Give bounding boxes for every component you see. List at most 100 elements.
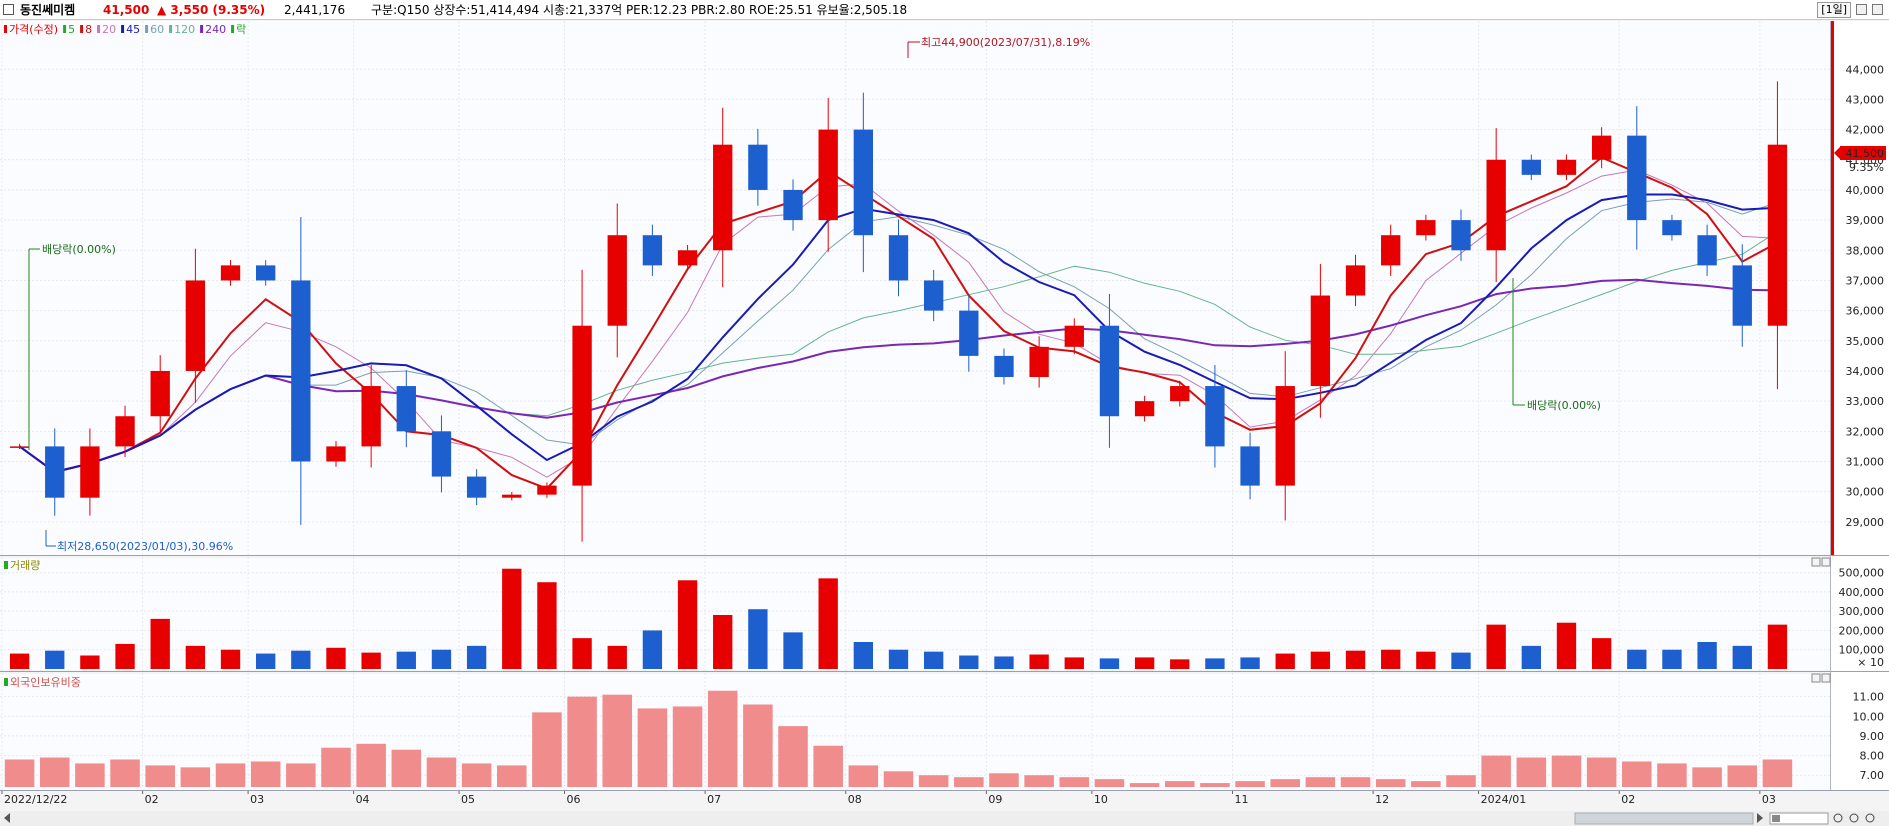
foreign-panel-close-icon[interactable] <box>1821 673 1831 683</box>
header-bar: 동진쎄미켐 41,500 ▲ 3,550 (9.35%) 2,441,176 구… <box>0 0 1889 20</box>
candle-body <box>1591 135 1612 160</box>
legend-label: 20 <box>102 23 116 36</box>
volume-bars <box>9 568 1788 669</box>
volume-bar <box>220 649 241 669</box>
foreign-ratio-bar <box>848 765 879 787</box>
price-panel-bg <box>0 21 1830 555</box>
x-tick-label: 05 <box>461 793 475 806</box>
candle-body <box>1451 220 1471 251</box>
legend-marker <box>169 25 173 33</box>
candle-body <box>1134 401 1155 417</box>
price-y-tick: 35,000 <box>1846 335 1885 348</box>
period-selector[interactable]: [1일] <box>1817 2 1851 18</box>
volume-bar <box>361 652 381 669</box>
minimize-icon[interactable] <box>1856 4 1867 15</box>
candle-body <box>1170 386 1190 402</box>
foreign-ratio-bar <box>567 696 597 787</box>
volume-bar <box>677 580 698 669</box>
foreign-panel-minimize-icon[interactable] <box>1811 673 1821 683</box>
foreign-ratio-bar <box>1411 781 1441 787</box>
volume-panel-minimize-icon[interactable] <box>1811 557 1821 567</box>
ma8-line <box>19 156 1778 490</box>
x-tick-label: 10 <box>1094 793 1108 806</box>
candle-body <box>1416 220 1436 236</box>
x-tick-label: 03 <box>250 793 264 806</box>
select-checkbox[interactable] <box>3 4 14 15</box>
volume-y-tick: 400,000 <box>1839 586 1885 599</box>
scroll-right-icon[interactable] <box>1757 813 1763 823</box>
volume-bar <box>1416 651 1436 669</box>
volume-bar <box>1345 650 1366 669</box>
candle-body <box>185 280 206 371</box>
candle-body <box>1767 144 1788 326</box>
volume-bar <box>1240 657 1260 669</box>
volume-bar <box>466 645 487 669</box>
zoom-slider-handle[interactable] <box>1772 815 1780 822</box>
volume-panel-title: 거래량 <box>10 559 40 572</box>
volume-bar <box>1170 659 1190 669</box>
volume-bar <box>9 653 30 669</box>
candle-body <box>677 250 698 266</box>
x-tick-label: 03 <box>1762 793 1776 806</box>
scrollbar-thumb[interactable] <box>1574 812 1754 825</box>
zoom-buttons[interactable] <box>1833 813 1875 823</box>
legend-marker <box>80 25 84 33</box>
volume-value: 2,441,176 <box>284 3 346 17</box>
foreign-title-marker <box>4 678 8 686</box>
volume-bar <box>1697 642 1717 669</box>
foreign-ratio-bar <box>1762 759 1793 787</box>
foreign-ratio-bar <box>1657 763 1687 787</box>
foreign-ratio-bar <box>1551 755 1582 787</box>
legend-label: 가격(수정) <box>9 23 58 36</box>
legend-marker <box>231 25 235 33</box>
foreign-ratio-bar <box>1727 765 1758 787</box>
legend-label: 8 <box>85 23 92 36</box>
x-tick-label: 04 <box>356 793 370 806</box>
foreign-ratio-bar <box>918 775 949 787</box>
foreign-ratio-bar <box>1586 757 1617 787</box>
ma45-line <box>19 193 1778 474</box>
volume-bar <box>1099 658 1120 669</box>
volume-bar <box>45 650 65 669</box>
scrollbar-track[interactable] <box>0 811 1889 826</box>
foreign-ratio-bar <box>1340 777 1371 787</box>
candle-body <box>150 370 170 417</box>
foreign-ratio-bar <box>1305 777 1336 787</box>
candle-body <box>642 235 663 266</box>
zoom-out-icon[interactable] <box>1833 813 1843 823</box>
close-icon[interactable] <box>1872 4 1883 15</box>
candle-body <box>326 446 346 462</box>
candle-body <box>818 129 838 221</box>
foreign-y-tick: 10.00 <box>1853 710 1885 723</box>
volume-bar <box>1556 622 1577 669</box>
volume-panel-close-icon[interactable] <box>1821 557 1831 567</box>
foreign-panel-title: 외국인보유비중 <box>10 676 81 689</box>
foreign-ratio-bar <box>602 694 633 787</box>
foreign-ratio-bar <box>356 743 386 787</box>
candle-body <box>713 144 733 251</box>
legend-label: 120 <box>174 23 195 36</box>
zoom-in-icon[interactable] <box>1865 813 1875 823</box>
price-y-tick: 43,000 <box>1846 93 1885 106</box>
price-y-tick: 44,000 <box>1846 63 1885 76</box>
zoom-reset-icon[interactable] <box>1849 813 1859 823</box>
candle-body <box>256 265 276 281</box>
current-price: 41,500 <box>103 3 150 17</box>
foreign-ratio-bar <box>75 763 105 787</box>
candle-body <box>1029 346 1049 378</box>
scroll-left-icon[interactable] <box>4 813 10 823</box>
stock-name: 동진쎄미켐 <box>20 3 76 17</box>
stock-stats: 구분:Q150 상장수:51,414,494 시총:21,337억 PER:12… <box>371 3 908 17</box>
zoom-slider[interactable] <box>1769 812 1829 825</box>
foreign-ratio-bar <box>743 704 773 787</box>
foreign-y-tick: 8.00 <box>1860 750 1885 763</box>
foreign-ratio-bar <box>39 757 70 787</box>
candle-body <box>1240 446 1260 486</box>
candle-body <box>1662 220 1682 236</box>
dividend-label-1: 배당락(0.00%) <box>42 243 116 256</box>
candle-body <box>291 280 311 462</box>
volume-y-tick: 300,000 <box>1839 605 1885 618</box>
volume-bar <box>1767 624 1788 669</box>
